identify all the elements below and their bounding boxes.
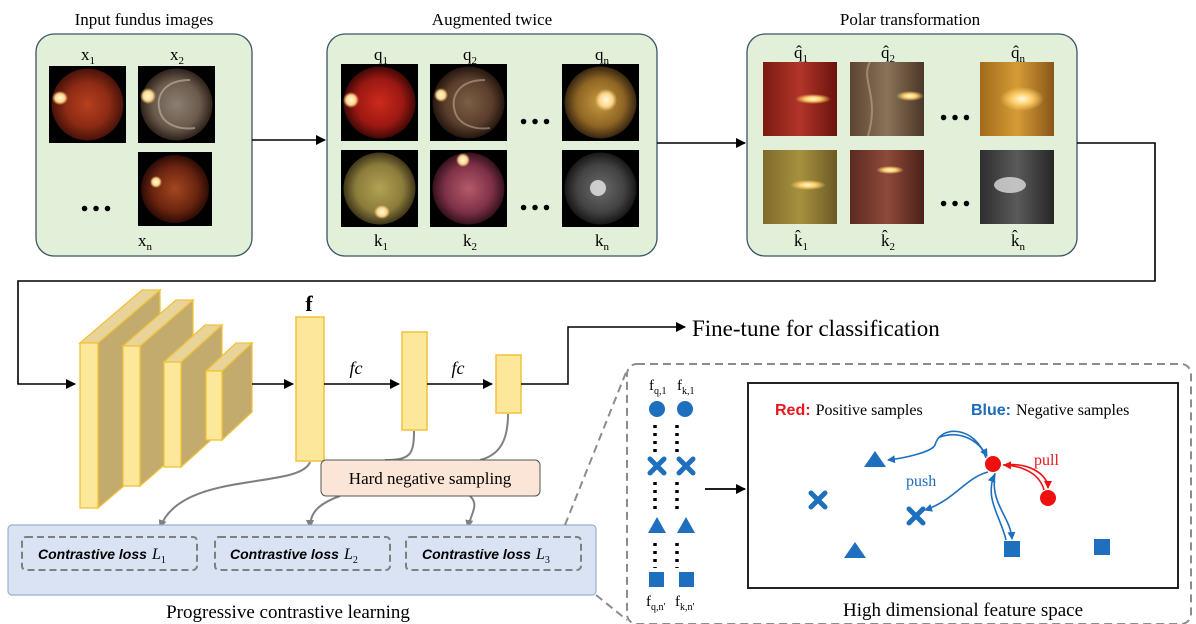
zoom-guide-top — [565, 370, 627, 525]
augment-image-k2 — [430, 150, 507, 227]
col-q-square — [649, 572, 664, 587]
hard-negative-label: Hard negative sampling — [349, 469, 512, 488]
negative-square-1 — [1004, 541, 1020, 557]
zoom-guide-bottom — [596, 595, 627, 620]
fc2-vector — [496, 355, 521, 413]
anchor-red-circle — [985, 456, 1001, 472]
augment-image-q1 — [341, 64, 418, 141]
augment-image-qn — [562, 64, 639, 141]
fc2-label: fc — [452, 358, 465, 378]
legend-blue: Blue: Negative samples — [971, 402, 1129, 419]
augment-image-kn — [562, 150, 639, 227]
fc1-vector — [402, 332, 427, 430]
arrow-fc2-to-hardneg — [480, 414, 508, 460]
polar-image-q1 — [763, 62, 837, 136]
augment-image-q2 — [430, 64, 507, 141]
positive-red-circle — [1040, 490, 1056, 506]
negative-square-2 — [1094, 539, 1110, 555]
pull-label: pull — [1034, 452, 1059, 469]
input-image-xn — [138, 152, 212, 226]
augment-ellipsis-bottom: … — [518, 181, 552, 218]
input-image-x2 — [138, 66, 215, 143]
polar-image-kn — [980, 150, 1054, 224]
polar-image-qn — [980, 62, 1054, 136]
feature-space-caption: High dimensional feature space — [843, 600, 1083, 621]
col-k-circle — [677, 401, 693, 417]
polar-stage-title: Polar transformation — [840, 10, 981, 29]
polar-ellipsis-bottom: … — [938, 177, 972, 214]
arrow-finetune — [521, 327, 685, 384]
feature-f-vector — [296, 317, 324, 461]
finetune-label: Fine-tune for classification — [692, 316, 940, 341]
legend-red: Red: Positive samples — [775, 402, 923, 419]
feature-f-label: f — [305, 291, 313, 316]
label-fqn: fq,n' — [646, 594, 666, 613]
polar-image-q2 — [850, 62, 924, 136]
loss-panel-caption: Progressive contrastive learning — [166, 602, 410, 623]
augment-ellipsis-top: … — [518, 95, 552, 132]
input-stage-title: Input fundus images — [75, 10, 214, 29]
polar-ellipsis-top: … — [938, 91, 972, 128]
arrow-hardneg-to-loss2 — [310, 496, 340, 528]
label-fq1: fq,1 — [649, 378, 667, 397]
augment-stage-title: Augmented twice — [432, 10, 552, 29]
push-label: push — [906, 473, 936, 490]
polar-image-k2 — [850, 150, 924, 224]
arrow-fc1-to-hardneg — [385, 431, 414, 460]
col-k-square — [679, 572, 694, 587]
label-fk1: fk,1 — [677, 378, 695, 397]
input-image-x1 — [49, 66, 126, 143]
fc1-label: fc — [350, 358, 363, 378]
label-fkn: fk,n' — [675, 594, 695, 613]
polar-image-k1 — [763, 150, 837, 224]
col-k-cross — [679, 459, 693, 473]
augment-image-k1 — [341, 150, 418, 227]
input-ellipsis: … — [79, 182, 113, 219]
col-k-triangle — [677, 517, 695, 533]
col-q-circle — [649, 401, 665, 417]
arrow-hardneg-to-loss3 — [468, 496, 474, 528]
col-q-triangle — [648, 517, 666, 533]
col-q-cross — [650, 459, 664, 473]
arrow-f-to-loss1 — [160, 462, 310, 528]
